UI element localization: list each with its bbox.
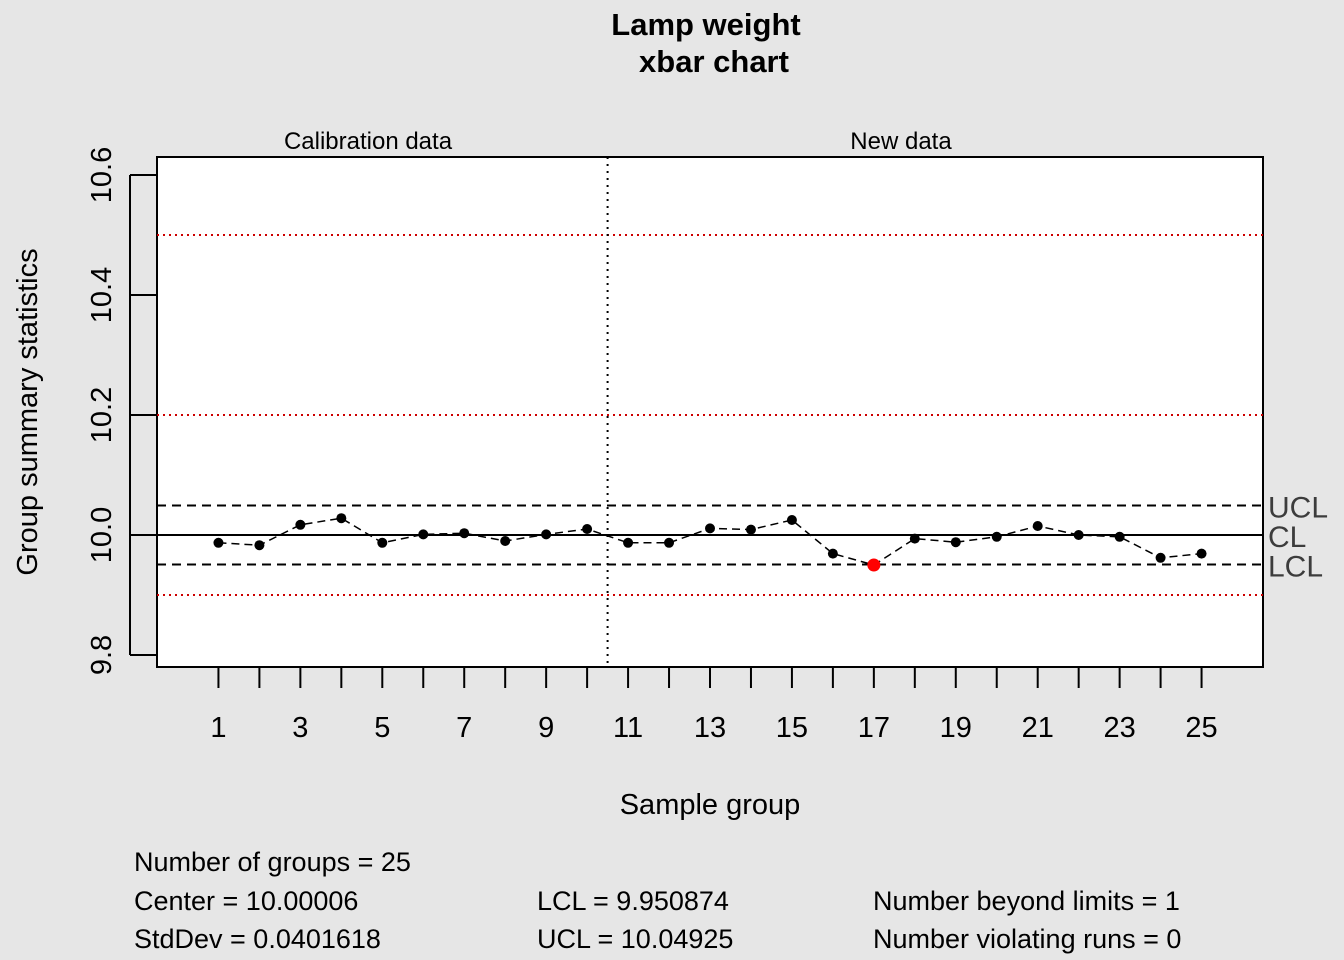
x-tick-label: 15 (776, 712, 808, 744)
stat-beyond-limits: Number beyond limits = 1 (873, 886, 1180, 916)
plot-area (156, 156, 1264, 668)
spec-lines (157, 234, 1263, 596)
data-point (786, 515, 797, 525)
x-tick-label: 19 (940, 712, 972, 744)
x-tick-label: 1 (210, 712, 226, 744)
data-point (705, 523, 715, 534)
y-tick-label: 10.2 (86, 387, 118, 443)
x-tick-label: 13 (694, 712, 726, 744)
data-point (459, 528, 470, 539)
x-tick-label: 9 (538, 712, 554, 744)
data-point (664, 537, 675, 548)
data-point (295, 519, 306, 530)
chart-title: Lamp weight (611, 7, 800, 42)
x-tick-label: 23 (1103, 712, 1135, 744)
data-point-violation (867, 558, 881, 572)
y-tick-label: 10.0 (86, 507, 118, 563)
data-point (827, 548, 838, 559)
data-point (213, 537, 224, 548)
data-point (909, 533, 920, 544)
y-tick-label: 10.6 (86, 147, 118, 203)
stat-violating-runs: Number violating runs = 0 (873, 924, 1182, 954)
y-axis-label: Group summary statistics (12, 248, 44, 575)
data-point (991, 531, 1002, 542)
stat-ucl: UCL = 10.04925 (537, 924, 734, 954)
data-point (582, 524, 593, 534)
y-axis: 9.8 10.0 10.2 10.4 10.6 (86, 147, 156, 675)
data-point (1196, 548, 1207, 559)
x-tick-label: 21 (1022, 712, 1054, 744)
data-point (336, 513, 347, 524)
data-point (254, 540, 265, 551)
data-point (1073, 530, 1084, 540)
x-tick-label: 3 (292, 712, 308, 744)
data-point (500, 536, 511, 546)
stat-stddev: StdDev = 0.0401618 (134, 924, 381, 954)
data-point (541, 529, 552, 540)
data-point (1155, 552, 1166, 563)
limit-label: LCL (1268, 550, 1323, 583)
y-tick-label: 10.4 (86, 267, 118, 323)
stat-center: Center = 10.00006 (134, 886, 359, 916)
x-tick-label: 5 (374, 712, 390, 744)
x-axis-label: Sample group (620, 789, 801, 821)
x-tick-label: 17 (858, 712, 890, 744)
data-point (1114, 531, 1125, 542)
data-point (745, 524, 756, 535)
data-point (1032, 521, 1043, 531)
x-tick-label: 7 (456, 712, 472, 744)
data-point (950, 537, 961, 548)
data-point (377, 537, 388, 548)
y-tick-label: 9.8 (86, 635, 118, 675)
x-axis: 1 3 5 7 9 11 13 15 17 19 21 23 25 (210, 668, 1218, 744)
section-label-new: New data (850, 128, 952, 155)
stat-groups: Number of groups = 25 (134, 847, 411, 877)
data-point (418, 529, 429, 540)
series-group (213, 513, 1207, 572)
x-tick-label: 11 (613, 712, 643, 744)
stat-lcl: LCL = 9.950874 (537, 886, 729, 916)
x-tick-label: 25 (1185, 712, 1217, 744)
xbar-chart: Lamp weight xbar chart Calibration data … (12, 7, 1328, 821)
chart-subtitle: xbar chart (639, 44, 789, 79)
limit-label: CL (1268, 521, 1306, 554)
limit-label: UCL (1268, 491, 1328, 524)
data-point (623, 537, 634, 548)
section-label-calibration: Calibration data (284, 128, 453, 155)
